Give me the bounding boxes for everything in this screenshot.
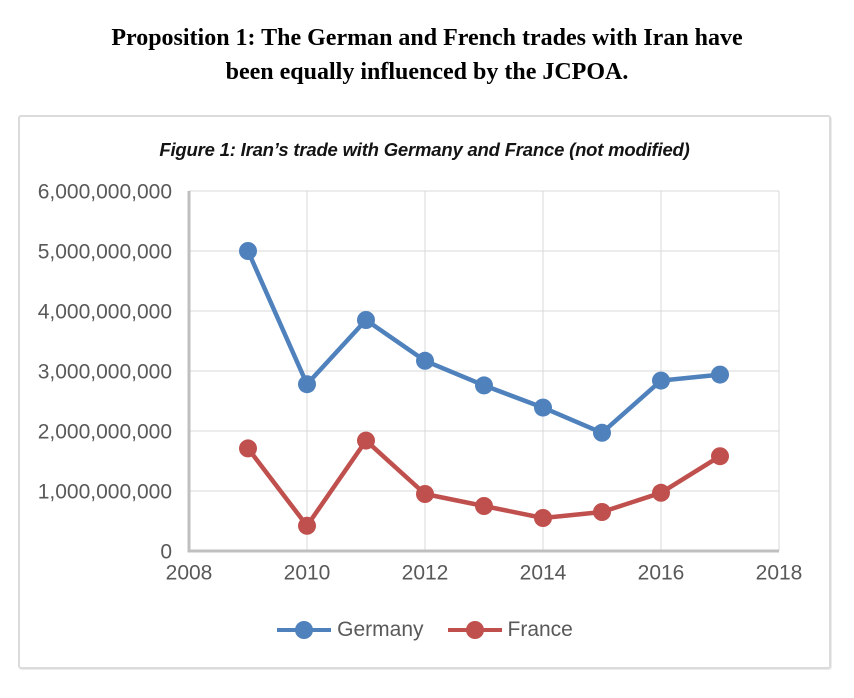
page-title: Proposition 1: The German and French tra… [0,21,854,89]
data-point-germany [475,376,493,395]
data-point-france [416,485,434,503]
plot-area: 0 1,000,000,000 2,000,000,000 3,000,000,000… [38,181,803,585]
chart-figure: 0 1,000,000,000 2,000,000,000 3,000,000,000… [18,115,831,669]
y-axis-tick-label: 6,000,000,000 [38,181,172,204]
data-point-france [239,439,257,458]
legend-marker-icon [277,621,332,639]
data-point-france [652,483,670,502]
y-axis-tick-label: 1,000,000,000 [38,481,172,504]
page-title-line-1: Proposition 1: The German and French tra… [111,25,743,51]
data-point-france [357,431,375,450]
x-axis-tick-label: 2016 [638,562,685,585]
y-axis-tick-label: 0 [160,541,172,564]
chart-legend: Germany France [20,618,829,642]
data-point-germany [711,365,729,384]
x-axis-tick-label: 2012 [402,562,449,585]
data-point-france [593,503,611,521]
data-point-germany [298,375,316,394]
legend-item-germany: Germany [276,618,424,642]
x-axis-tick-label: 2014 [520,562,567,585]
legend-label: Germany [337,618,424,641]
legend-marker-icon [447,621,502,639]
data-point-germany [357,311,375,329]
page-title-line-2: been equally influenced by the JCPOA. [225,59,629,85]
data-point-germany [652,371,670,390]
series-line-germany [245,248,723,436]
x-axis-tick-label: 2010 [284,562,331,585]
y-axis-tick-label: 4,000,000,000 [38,301,172,324]
data-point-germany [416,351,434,370]
data-point-france [475,497,493,515]
data-point-france [534,509,552,527]
data-point-france [298,516,316,535]
data-point-germany [239,242,257,260]
data-point-france [711,447,729,466]
x-axis-tick-label: 2018 [756,562,803,585]
data-point-germany [534,398,552,417]
data-point-germany [593,423,611,442]
chart-title: Figure 1: Iran’s trade with Germany and … [159,139,690,160]
legend-item-france: France [447,618,573,642]
legend-label: France [507,618,573,641]
x-axis-tick-label: 2008 [166,562,213,585]
y-axis-tick-label: 3,000,000,000 [38,361,172,384]
y-axis-tick-label: 2,000,000,000 [38,421,172,444]
y-axis-tick-label: 5,000,000,000 [38,241,172,264]
